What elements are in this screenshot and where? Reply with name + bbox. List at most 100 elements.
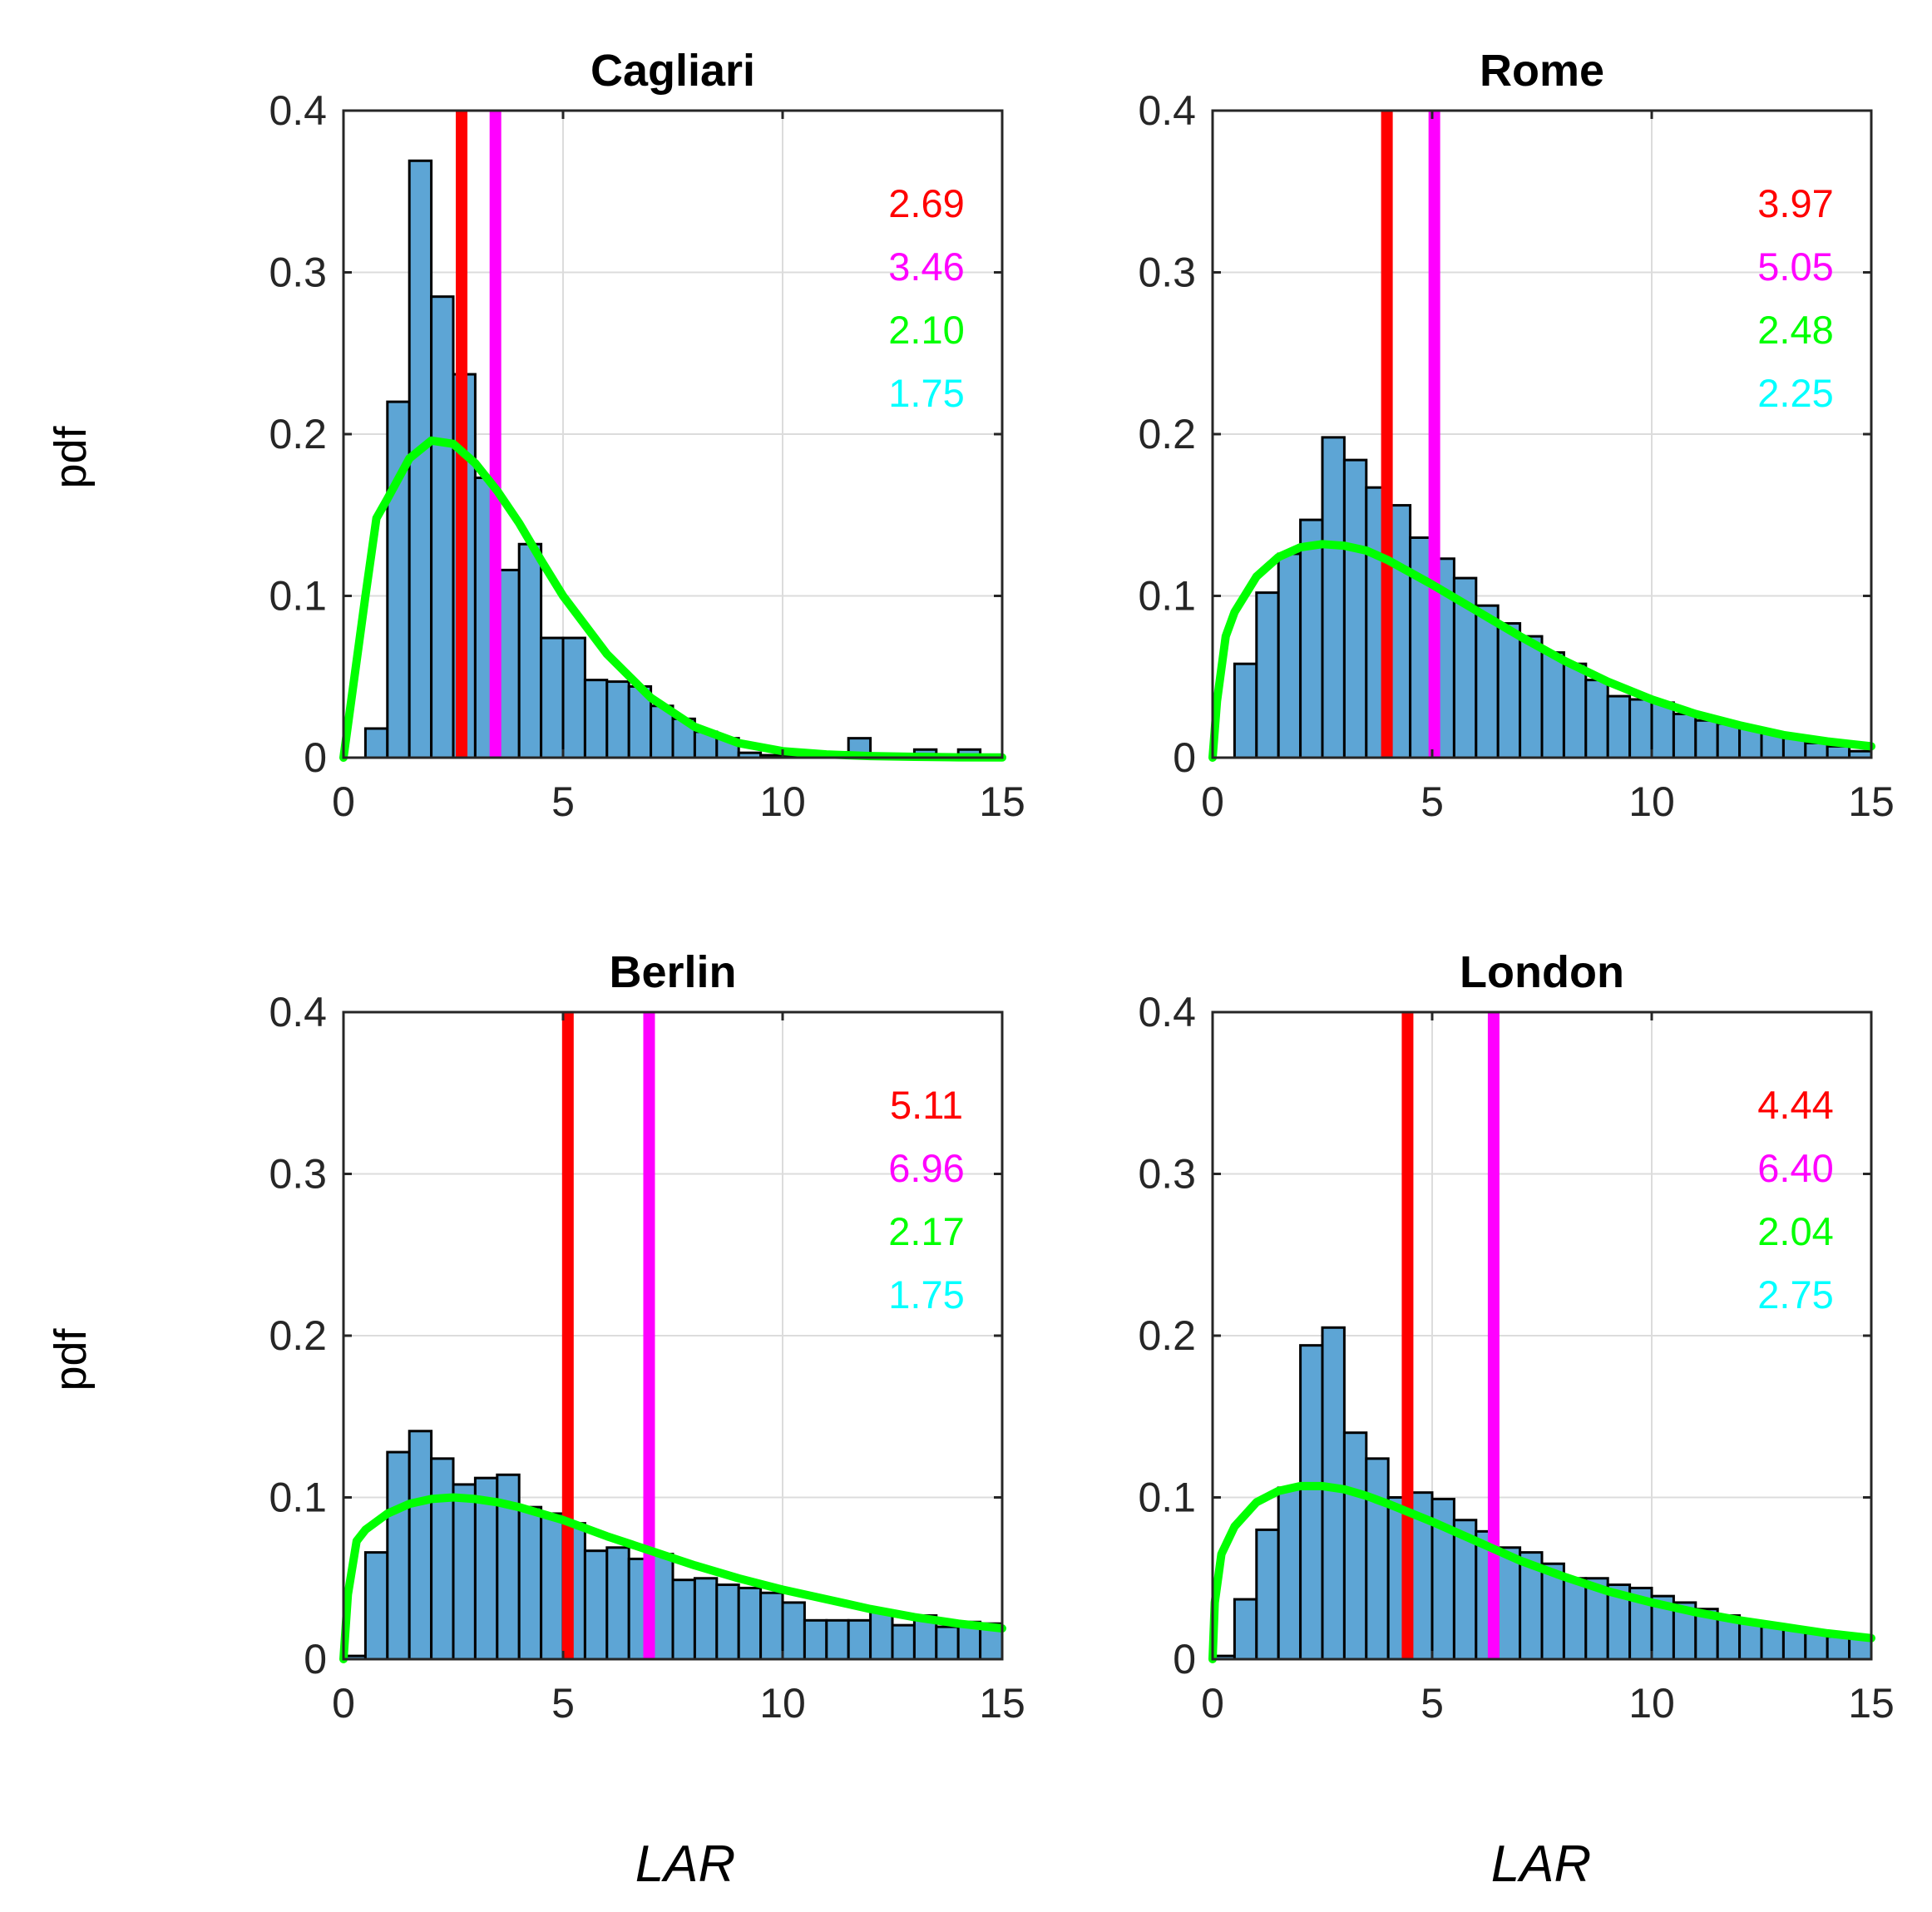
histogram-bar <box>1233 1598 1258 1661</box>
x-tick-label: 0 <box>332 1680 355 1727</box>
histogram-bar <box>737 1586 763 1661</box>
histogram-bar <box>1804 1632 1829 1661</box>
ylabel-row-1: pdf <box>46 425 96 488</box>
stat-value: 2.04 <box>1757 1209 1833 1253</box>
y-tick-label: 0.2 <box>1138 411 1196 457</box>
x-tick-label: 5 <box>1421 778 1444 825</box>
histogram-bar <box>1365 1457 1390 1661</box>
histogram-bar <box>1255 1528 1280 1661</box>
histogram-bar <box>1299 1344 1324 1661</box>
histogram-bar <box>715 1583 740 1661</box>
panel-cagliari: 0 0.1 0.2 0.3 0.4 0 5 10 15 Cagliari 2.69 3.46 2.10 1… <box>269 46 1025 825</box>
histogram-bar <box>1650 701 1675 759</box>
histogram-bar <box>583 679 609 759</box>
histogram-bar <box>1628 698 1653 759</box>
x-tick-label: 5 <box>551 778 575 825</box>
fit-curve <box>1208 1481 1875 1663</box>
stat-value: 5.05 <box>1757 245 1833 289</box>
histogram-bar <box>1277 552 1302 759</box>
fit-curve <box>339 436 1006 762</box>
x-tick-label: 0 <box>332 778 355 825</box>
histogram-bar <box>363 1551 389 1661</box>
y-tick-label: 0.2 <box>269 411 327 457</box>
histogram-bar <box>781 1601 806 1661</box>
histogram-bar <box>693 1577 719 1661</box>
x-tick-label: 15 <box>979 778 1025 825</box>
histogram-bar <box>1672 712 1697 759</box>
y-tick-label: 0.3 <box>269 249 327 296</box>
histogram-bar <box>583 1549 609 1661</box>
stat-value: 2.17 <box>888 1209 964 1253</box>
chart-title: Berlin <box>609 947 736 997</box>
x-tick-label: 5 <box>551 1680 575 1727</box>
panel-berlin: 0 0.1 0.2 0.3 0.4 0 5 10 15 Berlin 5.11 6.96 2.17 1.7… <box>269 947 1025 1727</box>
histogram-bar <box>517 1505 543 1661</box>
histogram-bar <box>1584 679 1609 759</box>
histogram-bar <box>1321 436 1346 759</box>
xlabel-col-2: LAR <box>1491 1835 1592 1893</box>
histogram-bar <box>452 1483 477 1661</box>
histogram-bar <box>408 1430 433 1661</box>
stat-value: 2.75 <box>1757 1272 1833 1317</box>
histogram-bar <box>1233 662 1258 759</box>
panel-london: 0 0.1 0.2 0.3 0.4 0 5 10 15 London 4.44 6.40 2.04 2.7… <box>1138 947 1894 1727</box>
x-tick-label: 10 <box>759 778 806 825</box>
ylabel-row-2: pdf <box>46 1327 96 1391</box>
y-tick-label: 0.4 <box>1138 989 1196 1035</box>
stat-value: 1.75 <box>888 1272 964 1317</box>
xlabel-col-1: LAR <box>635 1835 736 1893</box>
histogram-bar <box>1519 635 1544 759</box>
stat-value: 5.11 <box>890 1083 963 1127</box>
x-tick-label: 15 <box>979 1680 1025 1727</box>
histogram-bar <box>540 636 565 759</box>
histogram-bar <box>1299 518 1324 759</box>
chart-title: Rome <box>1480 46 1604 96</box>
histogram-bar <box>759 1591 784 1661</box>
histogram-bar <box>1562 1577 1588 1661</box>
y-tick-label: 0.4 <box>269 989 327 1035</box>
histogram-bar <box>1255 591 1280 759</box>
stat-value: 4.44 <box>1757 1083 1833 1127</box>
histogram-bar <box>1321 1326 1346 1661</box>
histogram-bar <box>1475 604 1500 759</box>
y-tick-label: 0.4 <box>1138 87 1196 134</box>
histogram-bar <box>517 542 543 759</box>
x-tick-label: 5 <box>1421 1680 1444 1727</box>
x-tick-label: 10 <box>1628 778 1675 825</box>
stat-value: 2.10 <box>888 308 964 352</box>
histogram-bar <box>1606 694 1632 759</box>
x-tick-label: 0 <box>1201 778 1224 825</box>
y-tick-label: 0.4 <box>269 87 327 134</box>
y-tick-label: 0.2 <box>269 1312 327 1359</box>
stat-value: 3.97 <box>1757 181 1833 225</box>
stat-value: 2.48 <box>1757 308 1833 352</box>
stat-value: 2.69 <box>888 181 964 225</box>
y-tick-label: 0.1 <box>269 1475 327 1521</box>
histogram-bar <box>1342 458 1368 759</box>
stat-value: 3.46 <box>888 245 964 289</box>
x-tick-label: 15 <box>1848 778 1895 825</box>
histogram-bar <box>891 1623 916 1661</box>
histogram-bar <box>1496 1546 1522 1661</box>
y-tick-label: 0 <box>1173 734 1196 781</box>
histogram-bar <box>1496 622 1522 759</box>
histogram-bar <box>1781 1628 1807 1661</box>
histogram-bar <box>1804 741 1829 759</box>
y-tick-label: 0.3 <box>269 1151 327 1198</box>
histogram-bar <box>430 295 455 759</box>
histogram-bar <box>1277 1486 1302 1661</box>
y-tick-label: 0 <box>304 734 327 781</box>
x-tick-label: 0 <box>1201 1680 1224 1727</box>
histogram-bar <box>561 636 586 759</box>
chart-title: London <box>1460 947 1624 997</box>
y-tick-label: 0.1 <box>1138 573 1196 620</box>
y-tick-label: 0 <box>1173 1636 1196 1682</box>
stat-value: 1.75 <box>888 371 964 415</box>
stat-value: 6.40 <box>1757 1146 1833 1190</box>
histogram-bar <box>605 1546 630 1661</box>
histogram-bar <box>386 400 411 759</box>
histogram-bar <box>847 1618 872 1661</box>
histogram-bar <box>386 1450 411 1661</box>
histogram-bar <box>803 1618 828 1661</box>
